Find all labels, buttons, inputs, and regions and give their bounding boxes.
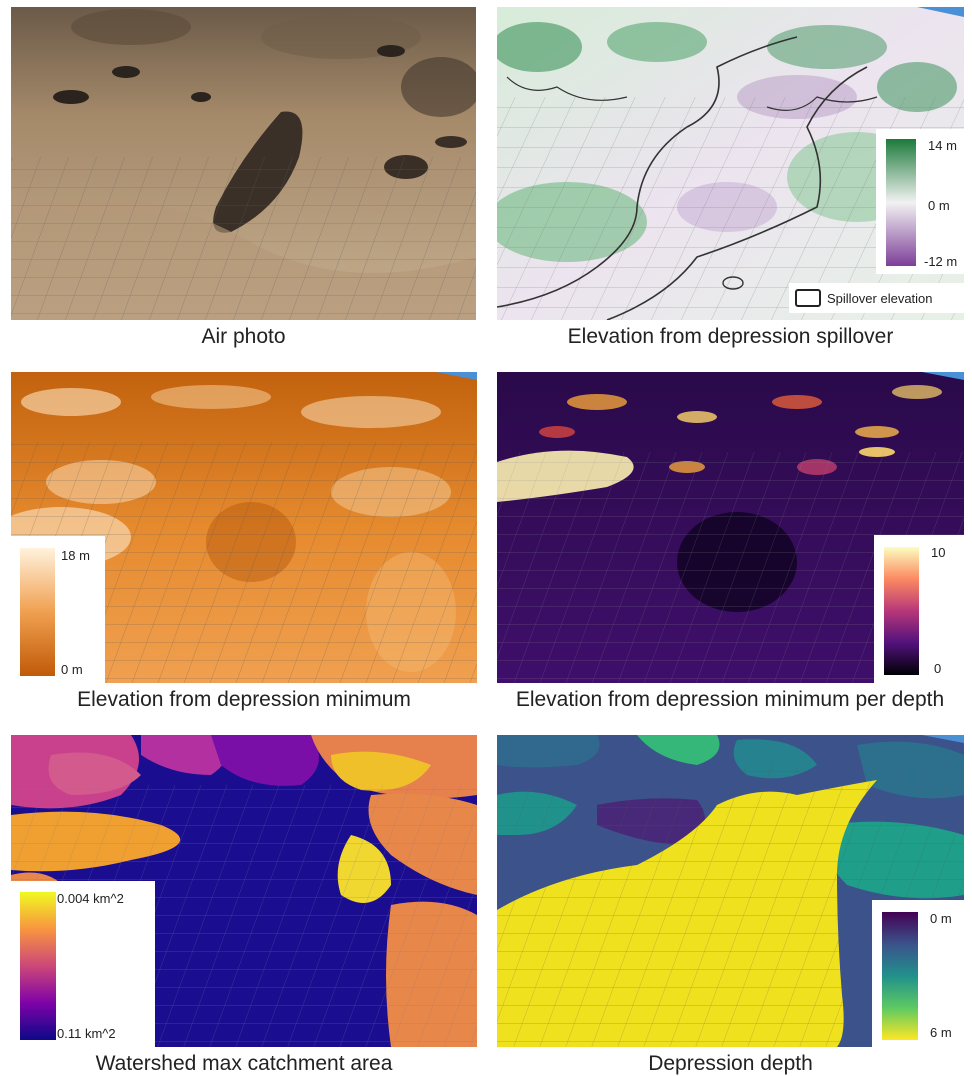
spillover-legend: 14 m 0 m -12 m (876, 129, 964, 274)
catchment-legend: 0.004 km^2 0.11 km^2 (11, 881, 155, 1047)
panel-min-elevation: 18 m 0 m (11, 372, 477, 683)
caption-watershed-catchment: Watershed max catchment area (95, 1052, 393, 1075)
spillover-legend-min: -12 m (924, 254, 958, 269)
spillover-colorbar (886, 139, 916, 266)
per-depth-colorbar (884, 547, 919, 675)
min-elevation-legend-max: 18 m (61, 548, 90, 563)
panel-min-elevation-per-depth: 10 0 (497, 372, 964, 683)
caption-spillover-elevation: Elevation from depression spillover (567, 325, 894, 348)
spillover-contour-legend: Spillover elevation (789, 283, 964, 313)
caption-min-elevation: Elevation from depression minimum (77, 688, 411, 711)
contour-line-swatch (795, 289, 821, 307)
depth-legend: 0 m 6 m (872, 900, 964, 1047)
depth-legend-min: 6 m (930, 1025, 952, 1040)
catchment-legend-max: 0.004 km^2 (57, 891, 124, 906)
contour-legend-label: Spillover elevation (827, 290, 933, 306)
panel-watershed-catchment: 0.004 km^2 0.11 km^2 (11, 735, 477, 1047)
min-elevation-legend-min: 0 m (61, 662, 83, 677)
panel-air-photo (11, 7, 476, 320)
min-elevation-legend: 18 m 0 m (11, 536, 105, 683)
caption-air-photo: Air photo (201, 325, 286, 348)
per-depth-legend-min: 0 (934, 661, 942, 676)
spillover-legend-mid: 0 m (928, 198, 950, 213)
panel-spillover-elevation: 14 m 0 m -12 m Spillover elevation (497, 7, 964, 320)
per-depth-legend-max: 10 (931, 545, 946, 560)
panel-depression-depth: 0 m 6 m (497, 735, 964, 1047)
caption-depression-depth: Depression depth (648, 1052, 813, 1075)
min-elevation-colorbar (20, 548, 55, 676)
depth-legend-max: 0 m (930, 911, 952, 926)
per-depth-legend: 10 0 (874, 535, 964, 683)
catchment-colorbar (20, 892, 56, 1040)
caption-min-elevation-per-depth: Elevation from depression minimum per de… (515, 688, 945, 711)
depth-colorbar (882, 912, 918, 1040)
catchment-legend-min: 0.11 km^2 (57, 1026, 116, 1041)
air-photo-image (11, 7, 476, 320)
spillover-legend-max: 14 m (928, 138, 957, 153)
